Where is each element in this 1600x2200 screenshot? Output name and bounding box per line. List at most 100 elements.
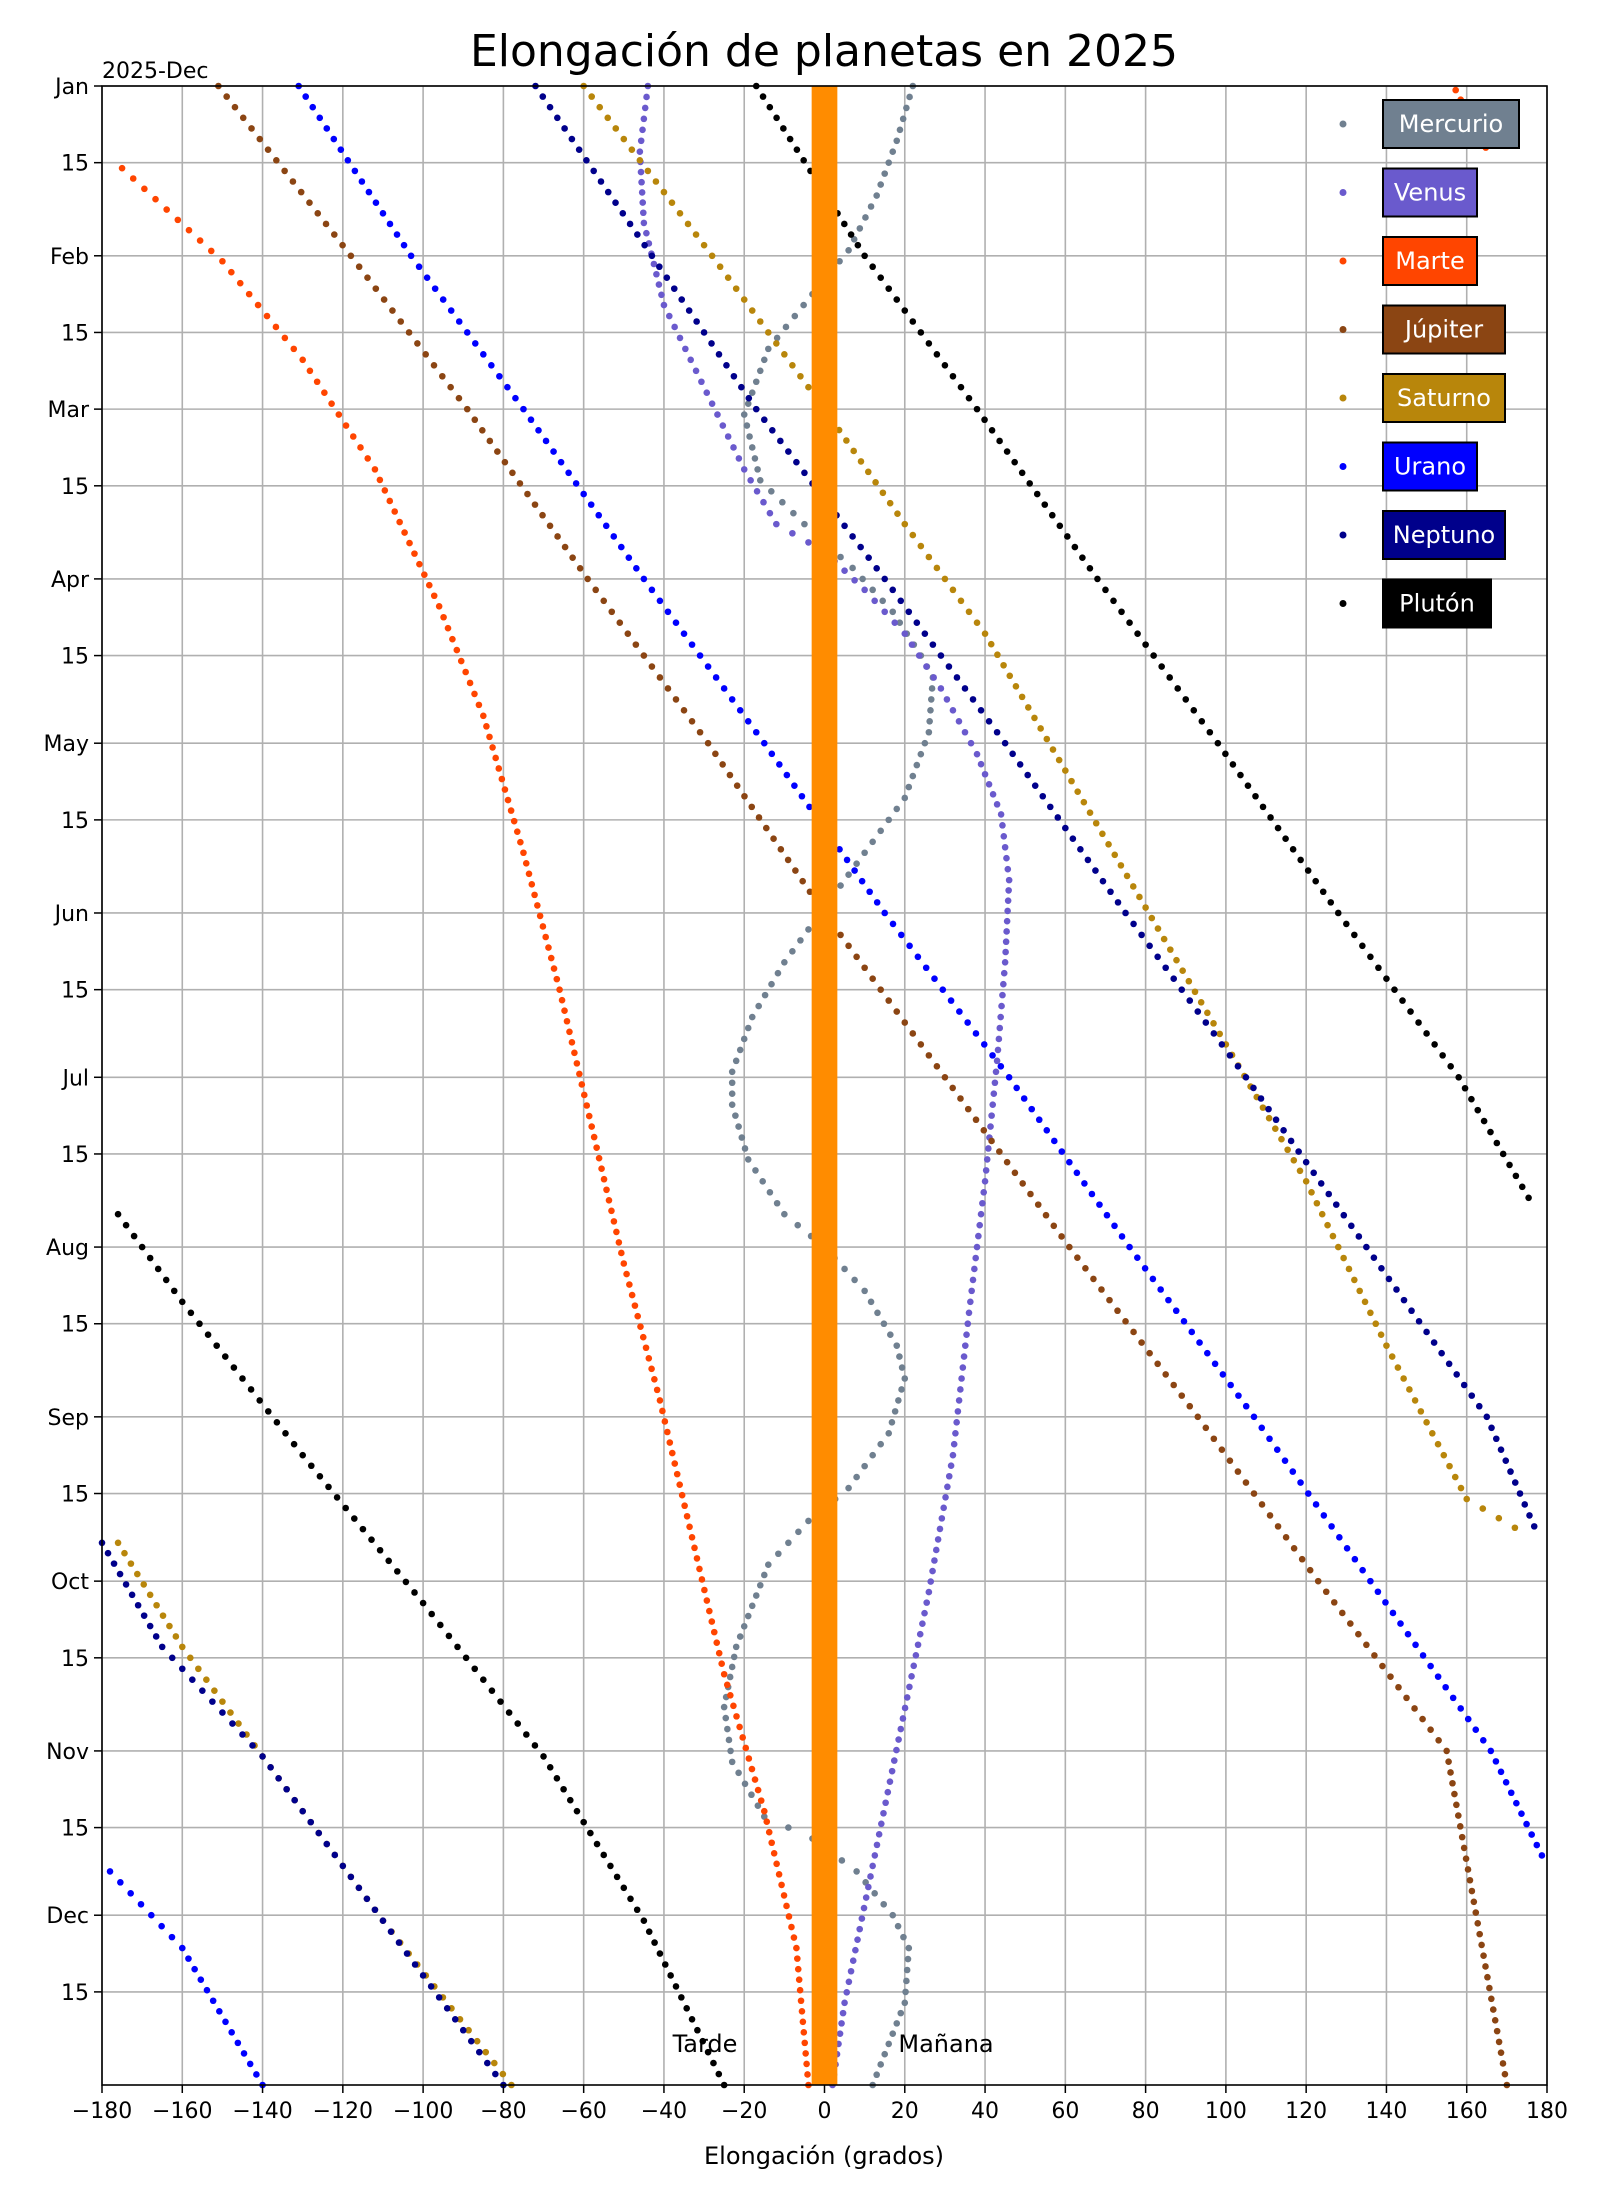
data-point [873, 1841, 881, 1849]
data-point [459, 2026, 467, 2034]
data-point [117, 1879, 124, 1886]
data-point [1252, 792, 1259, 800]
data-point [628, 146, 636, 153]
data-point [706, 1607, 713, 1615]
data-point [653, 270, 660, 278]
data-point [556, 986, 563, 993]
data-point [703, 1597, 711, 1604]
data-point [1367, 1309, 1374, 1317]
data-point [680, 630, 688, 637]
data-point [1170, 1381, 1178, 1389]
data-point [853, 1868, 860, 1875]
data-point [239, 114, 247, 122]
data-point [733, 782, 741, 789]
data-point [903, 1966, 911, 1974]
x-tick-label: −180 [72, 2099, 132, 2124]
data-point [865, 554, 872, 561]
x-tick-label: 20 [891, 2099, 919, 2124]
data-point [912, 1651, 920, 1659]
data-point [698, 378, 705, 386]
data-point [1370, 1254, 1378, 1261]
data-point [213, 1342, 220, 1349]
data-point [878, 1820, 885, 1828]
legend-label-box [1382, 167, 1478, 218]
data-point [805, 383, 812, 391]
data-point [196, 1320, 203, 1328]
data-point [1257, 1095, 1265, 1102]
data-point [756, 367, 764, 375]
data-point [248, 125, 255, 132]
data-point [146, 1622, 154, 1630]
data-point [1114, 899, 1122, 906]
data-point [882, 1799, 889, 1807]
data-point [752, 1167, 759, 1174]
data-point [465, 2026, 472, 2034]
data-point [154, 1265, 162, 1273]
y-tick-label: Jan [53, 75, 89, 100]
data-point [688, 641, 696, 648]
data-point [1111, 851, 1119, 859]
data-point [1282, 835, 1289, 843]
data-point [391, 508, 399, 515]
data-point [785, 1913, 793, 1920]
data-point [735, 455, 743, 462]
data-point [467, 2037, 475, 2045]
data-point [843, 1989, 851, 1996]
data-point [972, 1116, 980, 1124]
data-point [1447, 1063, 1454, 1070]
data-point [1122, 909, 1129, 917]
data-point [836, 2030, 844, 2037]
y-tick-label: 15 [61, 1817, 89, 1842]
data-point [973, 1243, 981, 1251]
data-point [773, 520, 780, 528]
data-point [656, 1950, 664, 1957]
data-point [921, 630, 929, 637]
data-point [501, 458, 509, 466]
data-point [1099, 830, 1106, 838]
data-point [781, 958, 788, 966]
data-point [634, 1312, 641, 1320]
data-point [1009, 750, 1016, 758]
data-point [869, 263, 876, 271]
data-point [1453, 1371, 1460, 1378]
data-point [1250, 1490, 1258, 1497]
data-point [316, 1473, 324, 1480]
data-point [1188, 1328, 1196, 1336]
data-point [967, 739, 975, 747]
data-point [854, 1936, 861, 1943]
data-point [189, 1676, 196, 1684]
data-point [553, 1775, 561, 1782]
data-point [221, 1353, 229, 1360]
data-point [776, 761, 783, 768]
data-point [437, 1621, 444, 1629]
data-point [903, 1977, 910, 1985]
data-point [509, 469, 516, 477]
data-point [867, 203, 875, 210]
data-point [1001, 739, 1009, 747]
data-point [869, 586, 876, 594]
data-point [1417, 1408, 1425, 1415]
data-point [798, 2007, 806, 2015]
data-point [931, 1557, 938, 1564]
data-point [1031, 714, 1038, 722]
data-point [838, 1857, 846, 1864]
data-point [843, 437, 850, 444]
data-point [736, 1046, 744, 1054]
data-point [1178, 1392, 1186, 1399]
data-point [1043, 1127, 1051, 1134]
data-point [580, 490, 587, 498]
data-point [1170, 975, 1178, 983]
data-point [733, 1713, 740, 1720]
data-point [421, 571, 428, 578]
data-point [894, 1922, 902, 1930]
data-point [1457, 1484, 1465, 1492]
data-point [1383, 1342, 1390, 1349]
data-point [389, 307, 396, 314]
data-point [411, 550, 418, 557]
data-point [794, 1955, 801, 1962]
data-point [651, 1939, 658, 1946]
data-point [780, 125, 787, 132]
data-point [759, 1178, 766, 1185]
data-point [793, 1944, 800, 1952]
data-point [1406, 1386, 1413, 1393]
